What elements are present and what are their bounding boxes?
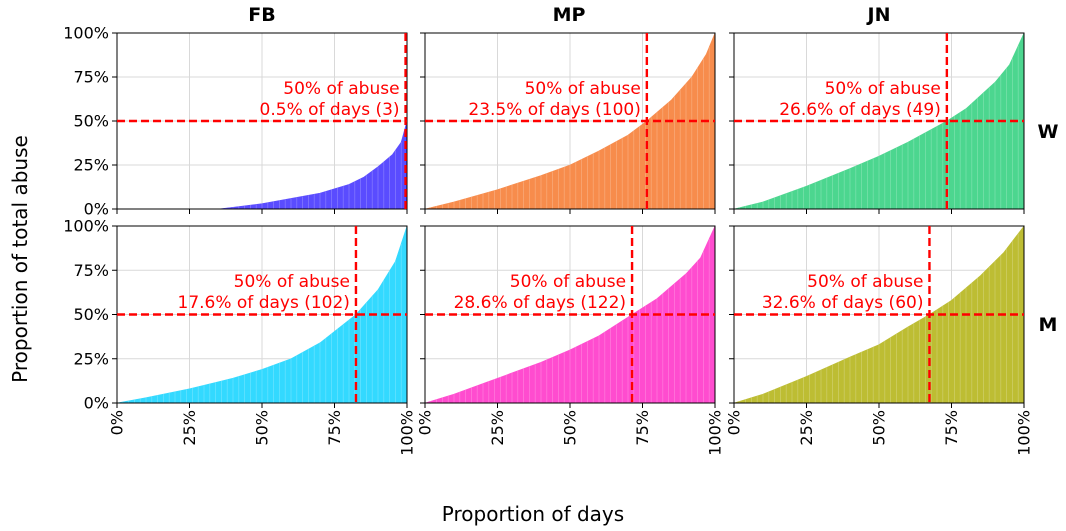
panel-fb-m: 0% 25% 50% 75% 100% 0% 25% 50% 75% 100% 50% of abu… bbox=[63, 217, 416, 456]
bar-separators bbox=[430, 47, 710, 209]
y-tick-label: 100% bbox=[63, 217, 109, 236]
annotation-days: 32.6% of days (60) bbox=[762, 293, 924, 313]
annotation-abuse: 50% of abuse bbox=[234, 272, 350, 292]
annotation-abuse: 50% of abuse bbox=[825, 79, 941, 99]
column-title-fb: FB bbox=[248, 4, 275, 26]
x-tick-label: 75% bbox=[633, 410, 652, 446]
y-tick-label: 50% bbox=[73, 305, 109, 324]
row-label-m: M bbox=[1039, 314, 1058, 336]
x-tick-label: 25% bbox=[180, 410, 199, 446]
x-tick-label: 0% bbox=[416, 410, 435, 435]
bar-separators bbox=[739, 45, 1019, 209]
y-tick-label: 50% bbox=[73, 112, 109, 131]
x-tick-label: 75% bbox=[942, 410, 961, 446]
bar-separators bbox=[122, 243, 402, 403]
annotation-abuse: 50% of abuse bbox=[807, 272, 923, 292]
annotation-abuse: 50% of abuse bbox=[283, 79, 399, 99]
row-labels: W M bbox=[1038, 121, 1059, 336]
y-tick-label: 75% bbox=[73, 68, 109, 87]
y-axis-label: Proportion of total abuse bbox=[8, 135, 32, 383]
y-tick-label: 0% bbox=[84, 200, 109, 219]
y-tick-label: 25% bbox=[73, 349, 109, 368]
annotation-days: 0.5% of days (3) bbox=[260, 100, 400, 120]
x-axis-label: Proportion of days bbox=[442, 502, 624, 526]
annotation-days: 28.6% of days (122) bbox=[454, 293, 626, 313]
annotation-days: 26.6% of days (49) bbox=[779, 100, 941, 120]
y-tick-label: 75% bbox=[73, 261, 109, 280]
x-tick-label: 100% bbox=[706, 410, 725, 456]
x-tick-label: 25% bbox=[488, 410, 507, 446]
annotation-days: 17.6% of days (102) bbox=[178, 293, 350, 313]
y-tick-label: 0% bbox=[84, 394, 109, 413]
x-tick-label: 50% bbox=[561, 410, 580, 446]
x-tick-label: 50% bbox=[870, 410, 889, 446]
row-label-w: W bbox=[1038, 121, 1059, 143]
x-tick-label: 50% bbox=[253, 410, 272, 446]
bar-separators bbox=[232, 142, 402, 209]
area-series bbox=[424, 32, 716, 210]
bar-separators bbox=[430, 238, 710, 403]
column-title-jn: JN bbox=[866, 4, 891, 26]
x-tick-label: 100% bbox=[398, 410, 417, 456]
x-tick-label: 0% bbox=[725, 410, 744, 435]
x-tick-label: 100% bbox=[1015, 410, 1034, 456]
bar-separators bbox=[739, 233, 1019, 403]
annotation-abuse: 50% of abuse bbox=[525, 79, 641, 99]
y-tick-label: 25% bbox=[73, 156, 109, 175]
x-tick-label: 25% bbox=[797, 410, 816, 446]
annotation-days: 23.5% of days (100) bbox=[468, 100, 640, 120]
x-tick-label: 75% bbox=[325, 410, 344, 446]
column-titles: FB MP JN bbox=[248, 4, 890, 26]
x-tick-label: 0% bbox=[108, 410, 127, 435]
annotation-abuse: 50% of abuse bbox=[510, 272, 626, 292]
y-tick-label: 100% bbox=[63, 24, 109, 43]
column-title-mp: MP bbox=[553, 4, 586, 26]
